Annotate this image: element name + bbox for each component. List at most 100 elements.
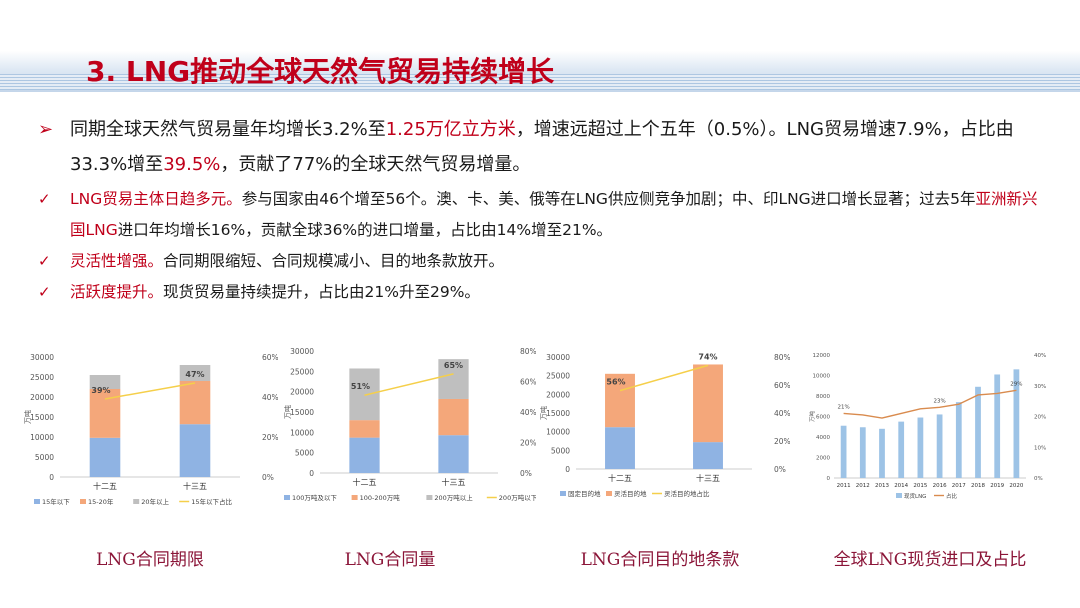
y-tick-label: 10000 [290, 428, 314, 437]
check-bullet-icon: ✓ [38, 252, 51, 270]
data-label: 74% [698, 352, 717, 361]
y2-tick-label: 20% [774, 437, 790, 446]
legend-label: 灵活目的地 [614, 489, 647, 498]
y2-tick-label: 60% [262, 353, 278, 362]
slide-title: 3. LNG推动全球天然气贸易持续增长 [86, 55, 555, 88]
bullet-activity: ✓ 活跃度提升。现货贸易量持续提升，占比由21%升至29%。 [38, 277, 1048, 308]
y-tick-label: 6000 [816, 415, 830, 421]
y-tick-label: 25000 [290, 367, 314, 376]
x-tick-label: 十三五 [696, 473, 720, 483]
ratio-line [843, 389, 1017, 419]
y2-tick-label: 20% [1034, 415, 1046, 421]
highlight-text: 活跃度提升。 [70, 283, 164, 301]
x-tick-label: 2011 [837, 483, 851, 489]
chart-contract-volume: 0 5000 10000 15000 20000 25000 30000 0% 20% 40% 60… [283, 347, 536, 502]
legend-label: 15年以下 [42, 497, 70, 506]
y2-tick-label: 40% [774, 409, 790, 418]
y2-tick-label: 0% [520, 469, 532, 478]
x-tick-label: 2014 [894, 483, 908, 489]
chart-caption: LNG合同目的地条款 [580, 550, 740, 570]
y-tick-label: 30000 [290, 347, 314, 356]
legend-label: 100-200万吨 [360, 493, 401, 502]
y2-tick-label: 30% [1034, 384, 1046, 390]
legend-label: 占比 [946, 492, 958, 500]
y-tick-label: 5000 [35, 453, 54, 462]
chart-spot-lng: 0 2000 4000 6000 8000 10000 12000 0% 10% 20% 30% 40… [808, 353, 1046, 500]
y-tick-label: 0 [565, 465, 570, 474]
data-label: 29% [1010, 381, 1022, 387]
legend-swatch [80, 499, 86, 504]
legend-label: 200万吨以上 [434, 493, 473, 502]
check-bullet-icon: ✓ [38, 190, 51, 208]
x-tick-label: 2018 [971, 483, 985, 489]
bar [917, 417, 924, 478]
bar-segment [89, 437, 121, 477]
bar-segment [605, 427, 635, 469]
ratio-line [364, 373, 454, 396]
y-tick-label: 30000 [546, 353, 570, 362]
bar [859, 427, 866, 478]
y-axis-label: 万吨 [808, 411, 816, 423]
arrow-bullet-icon: ➢ [38, 119, 54, 140]
chart-contract-destination: 0 5000 10000 15000 20000 25000 30000 0% 20% 40% 60… [539, 352, 790, 498]
bar-segment [438, 398, 469, 436]
y2-tick-label: 80% [774, 353, 790, 362]
legend-label: 15年以下占比 [191, 497, 232, 506]
bar [879, 428, 885, 478]
y-tick-label: 15000 [290, 408, 314, 417]
y2-tick-label: 20% [262, 433, 278, 442]
bar-segment [179, 381, 211, 425]
y-tick-label: 15000 [546, 409, 570, 418]
bullet-list: ➢ 同期全球天然气贸易量年均增长3.2%至1.25万亿立方米，增速远超过上个五年… [38, 112, 1048, 308]
legend-label: 15-20年 [88, 497, 114, 506]
data-label: 23% [933, 398, 945, 404]
bar-segment [693, 442, 723, 469]
highlight-text: 亚洲新兴国LNG [70, 190, 1038, 239]
bar [955, 402, 962, 478]
y-tick-label: 10000 [546, 428, 570, 437]
y-tick-label: 8000 [816, 394, 830, 400]
y2-tick-label: 80% [520, 347, 536, 356]
bullet-flexibility: ✓ 灵活性增强。合同期限缩短、合同规模减小、目的地条款放开。 [38, 246, 1048, 277]
y2-tick-label: 0% [774, 465, 786, 474]
x-tick-label: 十二五 [608, 473, 632, 483]
y-tick-label: 0 [49, 473, 54, 482]
legend-label: 灵活目的地占比 [664, 489, 710, 498]
y2-tick-label: 60% [520, 378, 536, 387]
bar-segment [179, 365, 211, 381]
bar [994, 374, 1001, 478]
bar-segment [605, 373, 635, 428]
x-tick-label: 2019 [990, 483, 1004, 489]
x-tick-label: 十三五 [183, 481, 207, 491]
highlight-text: LNG贸易主体日趋多元。 [70, 190, 242, 208]
chart-caption: LNG合同期限 [96, 550, 204, 570]
y2-tick-label: 40% [1034, 353, 1046, 359]
y2-tick-label: 0% [1034, 476, 1043, 482]
highlight-text: 灵活性增强。 [70, 252, 164, 270]
legend-label: 固定目的地 [568, 489, 601, 498]
legend-label: 200万吨以下占比 [499, 493, 536, 502]
bar-segment [349, 420, 380, 438]
x-tick-label: 十二五 [353, 477, 377, 487]
check-bullet-icon: ✓ [38, 283, 51, 301]
y-tick-label: 20000 [546, 390, 570, 399]
bar-segment [89, 375, 121, 389]
y-tick-label: 20000 [30, 393, 54, 402]
bar-segment [89, 389, 121, 438]
legend-swatch [284, 495, 290, 500]
y2-tick-label: 20% [520, 439, 536, 448]
bullet-text: 参与国家由46个增至56个。澳、卡、美、俄等在LNG供应侧竞争加剧；中、印LNG… [241, 190, 976, 208]
data-label: 21% [837, 404, 849, 410]
bar [975, 386, 981, 478]
y2-tick-label: 40% [262, 393, 278, 402]
legend-swatch [351, 495, 358, 500]
legend-swatch [560, 491, 566, 496]
y-tick-label: 15000 [30, 413, 54, 422]
x-tick-label: 2012 [856, 483, 870, 489]
legend-label: 100万吨及以下 [292, 493, 337, 502]
x-tick-label: 2015 [913, 483, 927, 489]
x-tick-label: 2016 [933, 483, 947, 489]
bar [840, 425, 847, 478]
x-tick-label: 2017 [952, 483, 966, 489]
chart-caption: LNG合同量 [344, 550, 436, 570]
